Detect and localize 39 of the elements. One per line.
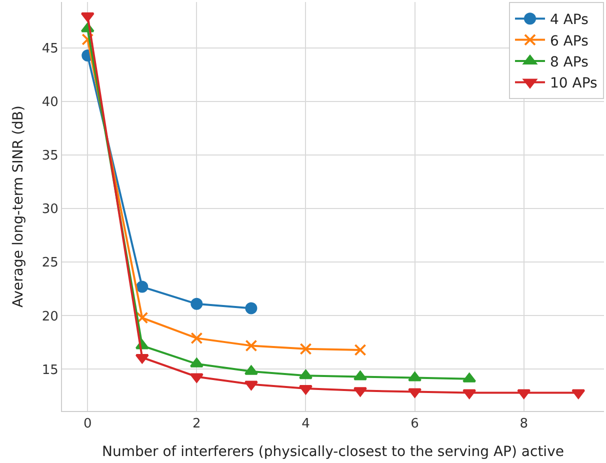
legend-label: 10 APs xyxy=(550,76,598,92)
point xyxy=(408,388,422,398)
point xyxy=(300,342,312,355)
y-axis-title: Average long-term SINR (dB) xyxy=(10,106,26,308)
point xyxy=(462,389,476,399)
y-tick-label: 30 xyxy=(42,202,58,218)
point xyxy=(80,12,94,22)
y-tick-label: 25 xyxy=(42,256,58,271)
x-tick-label: 0 xyxy=(83,416,92,432)
x-tick-label: 2 xyxy=(192,416,201,432)
point xyxy=(190,358,204,368)
point xyxy=(517,389,531,399)
x-tick-label: 4 xyxy=(302,416,310,432)
point xyxy=(354,344,366,356)
point xyxy=(572,389,586,399)
y-tick-label: 35 xyxy=(42,148,58,164)
y-tick-label: 45 xyxy=(42,42,58,57)
x-tick-label: 6 xyxy=(410,416,419,432)
point xyxy=(190,298,203,310)
point xyxy=(190,373,204,383)
x-axis-title: Number of interferers (physically-closest to the serving AP) active xyxy=(102,444,564,460)
x-tick-label: 8 xyxy=(520,416,528,432)
point xyxy=(462,372,476,382)
legend-label: 8 APs xyxy=(550,54,588,70)
legend-label: 4 APs xyxy=(550,12,588,28)
point xyxy=(82,33,94,46)
point xyxy=(244,380,258,390)
point xyxy=(408,372,422,382)
y-tick-label: 20 xyxy=(42,309,58,324)
point xyxy=(244,365,258,375)
point xyxy=(136,312,148,324)
point xyxy=(245,302,258,314)
y-tick-label: 15 xyxy=(42,362,58,378)
point xyxy=(136,280,148,293)
y-tick-label: 40 xyxy=(42,95,58,110)
point xyxy=(135,354,149,364)
point xyxy=(245,340,258,352)
point xyxy=(190,332,203,344)
legend-label: 6 APs xyxy=(550,33,588,50)
